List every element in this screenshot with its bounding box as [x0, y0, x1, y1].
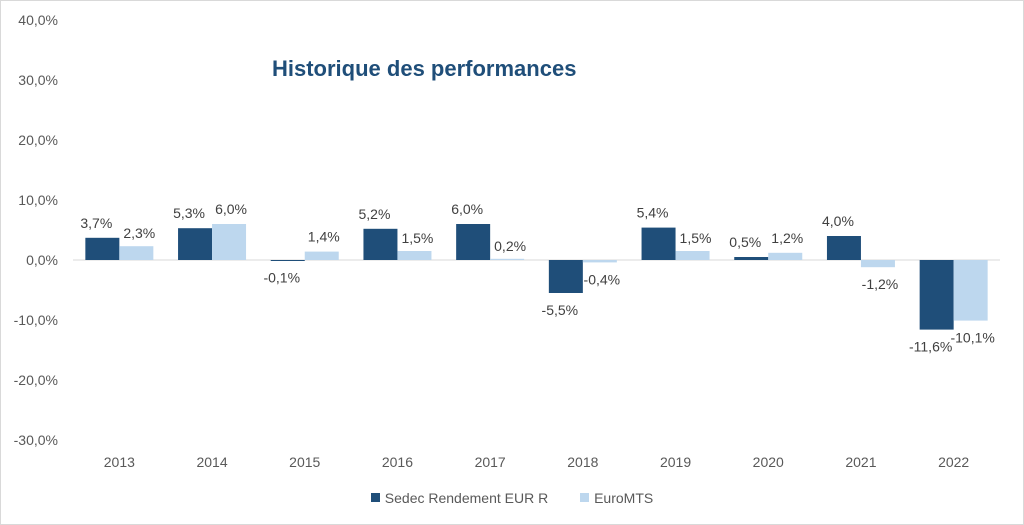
- data-label-sedec: -5,5%: [542, 302, 579, 318]
- data-label-euromts: 2,3%: [123, 225, 155, 241]
- data-label-euromts: -0,4%: [584, 271, 621, 287]
- bar-sedec: [734, 257, 769, 260]
- bar-sedec: [270, 260, 305, 261]
- bar-sedec: [456, 224, 491, 260]
- x-tick-label: 2014: [196, 454, 227, 470]
- y-tick-label: 0,0%: [26, 252, 58, 268]
- bar-sedec: [85, 237, 120, 260]
- data-label-sedec: -0,1%: [263, 270, 300, 286]
- data-label-euromts: 0,2%: [494, 238, 526, 254]
- data-label-euromts: 1,4%: [308, 229, 340, 245]
- bar-euromts: [397, 251, 432, 260]
- x-tick-label: 2021: [845, 454, 876, 470]
- y-tick-label: -10,0%: [14, 312, 58, 328]
- bar-euromts: [212, 224, 247, 260]
- data-label-euromts: -1,2%: [862, 276, 899, 292]
- data-label-euromts: 1,5%: [401, 230, 433, 246]
- data-label-sedec: 5,2%: [358, 206, 390, 222]
- legend-label-euromts: EuroMTS: [594, 489, 654, 506]
- y-tick-label: 40,0%: [18, 12, 58, 28]
- bar-sedec: [641, 227, 676, 260]
- bar-euromts: [953, 260, 988, 321]
- chart-title: Historique des performances: [272, 56, 576, 81]
- bar-sedec: [178, 228, 213, 260]
- bar-sedec: [548, 260, 583, 293]
- data-label-euromts: 1,5%: [680, 230, 712, 246]
- y-tick-label: -30,0%: [14, 432, 58, 448]
- y-tick-label: 20,0%: [18, 132, 58, 148]
- x-tick-label: 2013: [104, 454, 135, 470]
- x-tick-label: 2020: [753, 454, 784, 470]
- y-tick-label: 10,0%: [18, 192, 58, 208]
- data-label-euromts: 1,2%: [771, 230, 803, 246]
- x-axis: 2013 2014 2015 2016 2017 2018 2019 2020 2021 2022: [104, 454, 970, 470]
- data-label-sedec: 6,0%: [451, 201, 483, 217]
- bar-euromts: [490, 258, 525, 260]
- bar-sedec: [826, 236, 861, 260]
- legend-swatch-euromts: [580, 493, 590, 502]
- legend-label-sedec: Sedec Rendement EUR R: [384, 489, 549, 506]
- data-label-sedec: 5,3%: [173, 205, 205, 221]
- x-tick-label: 2016: [382, 454, 413, 470]
- data-label-euromts: 6,0%: [215, 201, 247, 217]
- bar-sedec: [363, 228, 398, 260]
- bar-euromts: [119, 246, 154, 260]
- bar-euromts: [675, 251, 710, 260]
- data-label-euromts: -10,1%: [950, 330, 994, 346]
- legend-item-sedec: Sedec Rendement EUR R: [370, 489, 549, 506]
- legend-swatch-sedec: [370, 493, 380, 502]
- x-tick-label: 2018: [567, 454, 598, 470]
- x-tick-label: 2022: [938, 454, 969, 470]
- bar-euromts: [860, 260, 895, 268]
- data-labels: 3,7% 5,3% -0,1% 5,2% 6,0% -5,5% 5,4% 0,5% 4,0% -1…: [80, 201, 994, 355]
- bars: [85, 224, 988, 330]
- x-tick-label: 2015: [289, 454, 320, 470]
- data-label-sedec: 3,7%: [80, 215, 112, 231]
- bar-euromts: [582, 260, 617, 263]
- y-axis: 40,0% 30,0% 20,0% 10,0% 0,0% -10,0% -20,0% -30,…: [14, 12, 58, 448]
- legend-item-euromts: EuroMTS: [580, 490, 653, 506]
- legend: Sedec Rendement EUR R EuroMTS: [0, 489, 1024, 506]
- bar-euromts: [768, 252, 803, 260]
- data-label-sedec: 0,5%: [729, 234, 761, 250]
- x-tick-label: 2019: [660, 454, 691, 470]
- y-tick-label: -20,0%: [14, 372, 58, 388]
- bar-sedec: [919, 260, 954, 330]
- data-label-sedec: 5,4%: [637, 205, 669, 221]
- bar-euromts: [304, 251, 339, 260]
- y-tick-label: 30,0%: [18, 72, 58, 88]
- x-tick-label: 2017: [475, 454, 506, 470]
- data-label-sedec: -11,6%: [909, 339, 952, 355]
- data-label-sedec: 4,0%: [822, 213, 854, 229]
